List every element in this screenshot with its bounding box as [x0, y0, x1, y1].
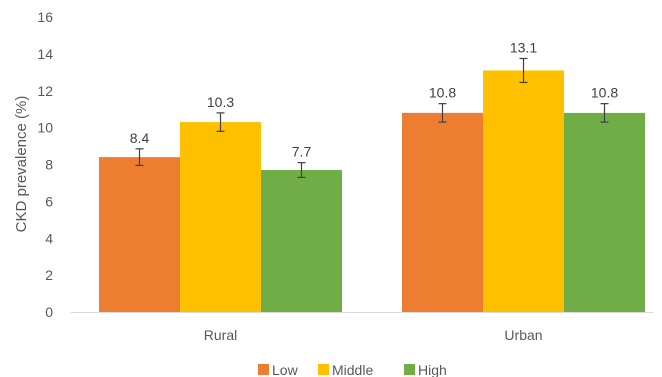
- y-tick-label: 8: [45, 157, 53, 173]
- bar-high-rural: [261, 170, 342, 312]
- error-bar-middle-urban: [519, 57, 528, 84]
- bar-low-rural: [99, 157, 180, 312]
- bar-middle-rural: [180, 122, 261, 312]
- error-bar-high-rural: [297, 162, 306, 179]
- y-axis-ticks: 0 2 4 6 8 10 12 14 16: [37, 9, 53, 320]
- y-tick-label: 10: [37, 120, 53, 136]
- error-bar-high-urban: [600, 103, 609, 123]
- x-tick-label-rural: Rural: [204, 327, 237, 343]
- data-label: 10.8: [591, 85, 618, 101]
- y-tick-label: 0: [45, 304, 53, 320]
- bar-high-urban: [564, 112, 645, 312]
- bar-low-urban: [402, 112, 483, 312]
- data-label: 8.4: [130, 130, 150, 146]
- y-tick-label: 14: [37, 46, 53, 62]
- legend-item-low: Low: [258, 362, 299, 377]
- legend: Low Middle High: [258, 362, 447, 377]
- legend-item-high: High: [404, 362, 447, 377]
- error-bars: [135, 57, 609, 179]
- error-bar-middle-rural: [216, 112, 225, 132]
- y-axis-title: CKD prevalence (%): [13, 96, 30, 233]
- data-label: 10.3: [207, 94, 234, 110]
- bars: [99, 70, 645, 312]
- x-tick-label-urban: Urban: [504, 327, 542, 343]
- legend-swatch: [258, 364, 269, 375]
- data-label: 7.7: [292, 144, 312, 160]
- y-tick-label: 12: [37, 83, 53, 99]
- y-tick-label: 6: [45, 193, 53, 209]
- legend-item-middle: Middle: [318, 362, 373, 377]
- legend-swatch: [318, 364, 329, 375]
- x-axis-ticks: Rural Urban: [204, 327, 543, 343]
- bar-middle-urban: [483, 70, 564, 312]
- error-bar-low-rural: [135, 148, 144, 167]
- error-bar-low-urban: [438, 103, 447, 123]
- y-tick-label: 4: [45, 230, 53, 246]
- y-tick-label: 16: [37, 9, 53, 25]
- data-label: 13.1: [510, 39, 537, 55]
- legend-label: High: [418, 362, 447, 377]
- y-tick-label: 2: [45, 267, 53, 283]
- legend-label: Middle: [332, 362, 373, 377]
- data-labels: 8.4 10.8 10.3 13.1 7.7 10.8: [130, 39, 619, 159]
- legend-swatch: [404, 364, 415, 375]
- legend-label: Low: [272, 362, 299, 377]
- data-label: 10.8: [429, 85, 456, 101]
